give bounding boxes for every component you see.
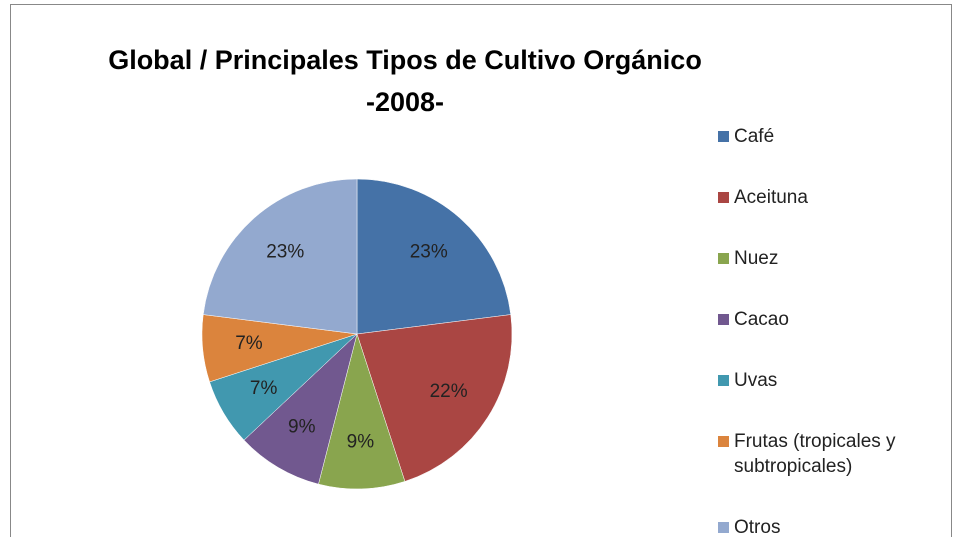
legend-entry: Nuez (718, 246, 948, 271)
legend-label: Café (734, 126, 775, 147)
data-label: 7% (250, 378, 278, 399)
chart-subtitle: -2008- (366, 87, 444, 117)
legend-label: Uvas (734, 370, 778, 391)
legend-swatch (718, 314, 729, 325)
pie-slice (318, 333, 406, 490)
legend-swatch (718, 131, 729, 142)
data-label: 7% (235, 333, 263, 354)
legend-entry: Uvas (718, 368, 948, 393)
pie-slice (356, 178, 512, 335)
legend-swatch (718, 522, 729, 533)
legend-entry: Frutas (tropicales y subtropicales) (718, 429, 948, 479)
legend: Café Aceituna Nuez Cacao Uvas Frutas (tropica… (718, 124, 948, 540)
legend-label: Cacao (734, 309, 789, 330)
legend-label: Frutas (tropicales y subtropicales) (734, 431, 896, 477)
legend-swatch (718, 436, 729, 447)
legend-label: Nuez (734, 248, 779, 269)
data-label: 22% (430, 381, 468, 402)
legend-entry: Café (718, 124, 948, 149)
pie-slice (202, 178, 358, 335)
legend-label: Aceituna (734, 187, 808, 208)
data-label: 9% (288, 416, 316, 437)
chart-frame (10, 4, 952, 537)
legend-label: Otros (734, 517, 781, 538)
legend-entry: Otros (718, 515, 948, 540)
legend-swatch (718, 375, 729, 386)
pie-slice (243, 333, 358, 485)
legend-swatch (718, 253, 729, 264)
legend-entry: Aceituna (718, 185, 948, 210)
pie-slice (356, 314, 513, 482)
legend-entry: Cacao (718, 307, 948, 332)
data-label: 9% (347, 431, 375, 452)
legend-swatch (718, 192, 729, 203)
data-label: 23% (410, 242, 448, 263)
chart-title: Global / Principales Tipos de Cultivo Or… (108, 45, 702, 75)
data-label: 23% (266, 242, 304, 263)
